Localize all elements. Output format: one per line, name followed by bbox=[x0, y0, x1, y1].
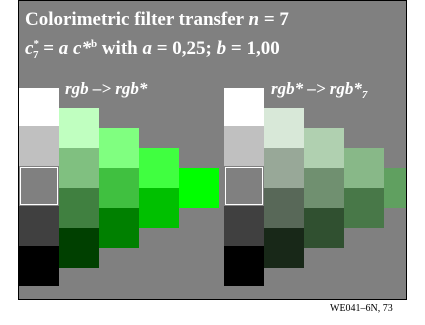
right-gray-swatch bbox=[224, 246, 264, 286]
right-gray-swatch bbox=[224, 206, 264, 246]
right-col1-swatch bbox=[264, 148, 304, 188]
right-col2-swatch bbox=[304, 208, 344, 248]
left-gray-swatch bbox=[19, 88, 59, 128]
right-col1-swatch bbox=[264, 108, 304, 148]
right-col2-swatch bbox=[304, 128, 344, 168]
left-col1-swatch bbox=[59, 148, 99, 188]
right-col3-swatch bbox=[344, 188, 384, 228]
left-col2-swatch bbox=[99, 208, 139, 248]
left-col2-swatch bbox=[99, 168, 139, 208]
left-gray-swatch bbox=[19, 166, 59, 206]
formula-line: c*7 = a c*b with a = 0,25; b = 1,00 bbox=[25, 38, 280, 61]
left-col1-swatch bbox=[59, 188, 99, 228]
label-right: rgb* –> rgb*7 bbox=[271, 79, 368, 101]
right-col2-swatch bbox=[304, 168, 344, 208]
left-col2-swatch bbox=[99, 128, 139, 168]
left-gray-swatch bbox=[19, 126, 59, 166]
right-col4-swatch bbox=[384, 168, 406, 208]
color-chart-panel: Colorimetric filter transfer n = 7 c*7 =… bbox=[18, 0, 407, 300]
right-gray-swatch bbox=[224, 166, 264, 206]
right-col3-swatch bbox=[344, 148, 384, 188]
left-gray-swatch bbox=[19, 206, 59, 246]
left-col1-swatch bbox=[59, 108, 99, 148]
right-col1-swatch bbox=[264, 188, 304, 228]
left-col1-swatch bbox=[59, 228, 99, 268]
chart-title: Colorimetric filter transfer n = 7 bbox=[25, 9, 289, 30]
right-col1-swatch bbox=[264, 228, 304, 268]
left-gray-swatch bbox=[19, 246, 59, 286]
left-col3-swatch bbox=[139, 188, 179, 228]
label-left: rgb –> rgb* bbox=[65, 79, 148, 98]
footer-code: WE041–6N, 73 bbox=[330, 303, 393, 314]
left-col4-swatch bbox=[179, 168, 219, 208]
left-col3-swatch bbox=[139, 148, 179, 188]
right-gray-swatch bbox=[224, 126, 264, 166]
right-gray-swatch bbox=[224, 88, 264, 128]
